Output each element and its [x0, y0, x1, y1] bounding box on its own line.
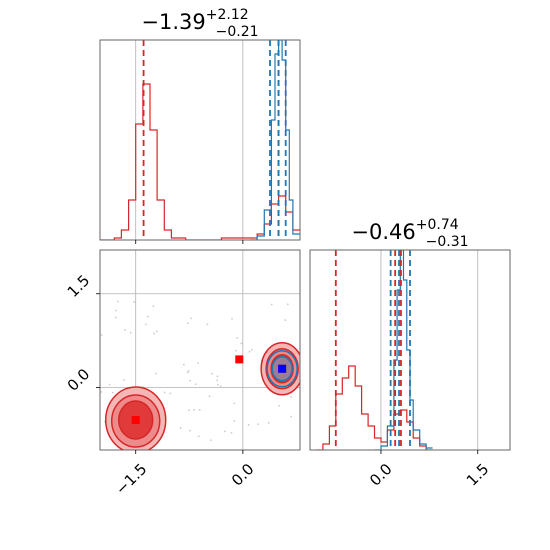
sample-point: [189, 379, 192, 382]
histogram-1-title-lower: −0.21: [216, 24, 259, 40]
sample-point: [187, 370, 190, 372]
x-tick-label: 1.5: [463, 460, 493, 490]
sample-point: [216, 383, 219, 386]
histogram-1-title-value: −1.39: [141, 10, 205, 34]
sample-point: [247, 423, 250, 426]
sample-point: [278, 404, 281, 407]
y-tick-label: 0.0: [64, 365, 94, 395]
sample-point: [216, 379, 219, 382]
sample-point: [290, 396, 292, 398]
sample-point: [231, 317, 233, 320]
sample-point: [186, 371, 189, 374]
sample-point: [190, 317, 193, 320]
x-tick-label: 0.0: [228, 460, 258, 490]
sample-point: [133, 301, 135, 303]
sample-point: [186, 322, 189, 325]
sample-point: [146, 315, 149, 318]
sample-point: [248, 350, 251, 353]
sample-point: [211, 372, 213, 375]
sample-point: [100, 334, 103, 336]
sample-point: [240, 342, 243, 345]
truth-marker-0: [131, 416, 140, 424]
sample-point: [111, 391, 114, 394]
histogram-series-1: [374, 250, 433, 450]
sample-point: [206, 323, 209, 326]
sample-point: [290, 415, 293, 418]
sample-point: [129, 331, 132, 334]
histogram-2-title-upper: +0.74: [416, 217, 459, 233]
sample-point: [250, 349, 253, 351]
histogram-2-series: [316, 250, 433, 450]
sample-point: [108, 383, 111, 386]
histogram-1-series: [100, 40, 300, 240]
histogram-1-ticks: [135, 240, 244, 244]
sample-point: [223, 430, 226, 433]
histogram-1-title: −1.39+2.12 −0.21: [141, 7, 258, 40]
sample-point: [286, 303, 289, 306]
sample-point: [236, 336, 239, 339]
histogram-series-0: [100, 83, 300, 240]
histogram-2-frame: [309, 249, 511, 451]
sample-point: [169, 392, 172, 395]
sample-point: [188, 409, 191, 412]
sample-point: [100, 391, 103, 393]
sample-point: [233, 420, 236, 422]
histogram-2-grid: [380, 250, 479, 450]
sample-point: [216, 375, 219, 378]
sample-point: [197, 435, 200, 438]
contour-blue-outer: [266, 350, 298, 388]
sample-point: [155, 330, 158, 333]
sample-point: [267, 421, 270, 424]
sample-point: [114, 316, 117, 319]
histogram-series-1: [250, 40, 300, 240]
histogram-2-title: −0.46+0.74 −0.31: [351, 217, 468, 250]
x-tick-label: −1.5: [112, 460, 150, 498]
histogram-1-frame: [99, 39, 301, 241]
sample-point: [116, 300, 119, 303]
sample-point: [208, 395, 211, 398]
scatter-markers: [131, 355, 287, 424]
truth-marker-1: [235, 355, 244, 364]
sample-point: [124, 328, 126, 331]
sample-point: [189, 429, 191, 432]
sample-point: [153, 332, 155, 335]
histogram-2-title-lower: −0.31: [426, 234, 469, 250]
scatter-frame: [99, 249, 301, 451]
histogram-1-quantile-lines: [142, 40, 287, 240]
histogram-2-quantile-lines: [334, 250, 411, 450]
sample-point: [233, 402, 236, 405]
histogram-1-title-upper: +2.12: [206, 7, 249, 23]
sample-point: [163, 391, 166, 394]
sample-point: [155, 372, 157, 375]
sample-point: [210, 439, 212, 442]
sample-point: [198, 409, 201, 411]
histogram-2-title-value: −0.46: [351, 220, 415, 244]
sample-point: [179, 427, 182, 429]
sample-point: [182, 363, 185, 366]
sample-point: [235, 349, 238, 352]
histogram-panel-param-1: −1.39+2.12 −0.21: [99, 7, 301, 244]
scatter-panel-2d: −1.5 0.0 1.5 0.0: [64, 249, 301, 499]
sample-point: [219, 385, 222, 387]
sample-point: [257, 423, 260, 426]
y-tick-label: 1.5: [64, 271, 94, 301]
sample-point: [197, 362, 199, 365]
histogram-panel-param-2: 0.0 1.5 −0.46+0.74 −0.31: [309, 217, 511, 490]
truth-marker-3: [278, 364, 287, 373]
sample-point: [284, 319, 287, 321]
sample-point: [123, 378, 126, 381]
histogram-2-ticks: 0.0 1.5: [366, 450, 492, 490]
sample-point: [193, 408, 196, 411]
sample-point: [152, 305, 155, 308]
sample-point: [115, 309, 117, 312]
sample-point: [270, 303, 273, 306]
sample-point: [194, 383, 197, 386]
sample-point: [230, 431, 233, 434]
sample-point: [145, 323, 147, 326]
x-tick-label: 0.0: [366, 460, 396, 490]
